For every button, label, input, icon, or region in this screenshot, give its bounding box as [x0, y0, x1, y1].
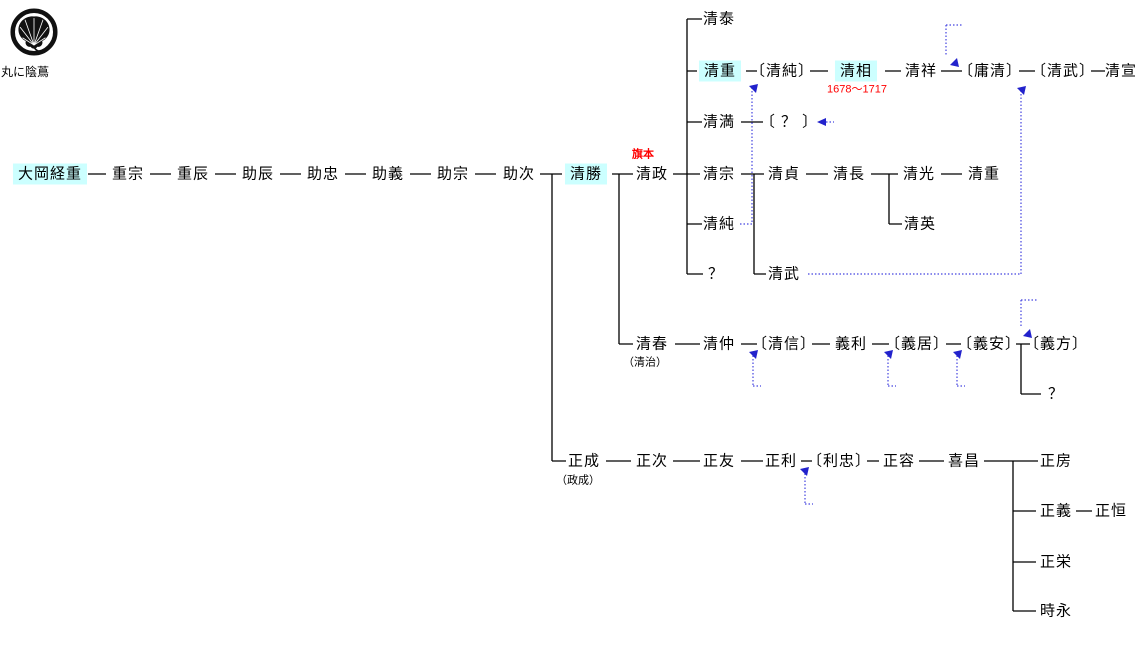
person-node-adopted: 〔清武〕 — [1030, 62, 1096, 80]
person-node: 清重 — [967, 165, 1001, 183]
person-node: 清貞 — [767, 165, 801, 183]
person-node: 正容 — [882, 452, 916, 470]
person-node: 清祥 — [904, 62, 938, 80]
adoption-lines — [740, 24, 1037, 505]
person-node: 正義 — [1039, 502, 1073, 520]
person-node: 清宣 — [1104, 62, 1135, 80]
person-node-adopted: 〔義方〕 — [1023, 335, 1089, 353]
person-node: 清泰 — [702, 10, 736, 28]
person-node: 重宗 — [111, 165, 145, 183]
person-alt-name: （政成） — [556, 474, 600, 487]
person-node: 助忠 — [306, 165, 340, 183]
person-node-adopted: 〔義安〕 — [956, 335, 1022, 353]
person-node: 正利 — [764, 452, 798, 470]
person-node: 清武 — [767, 265, 801, 283]
person-node: 助義 — [371, 165, 405, 183]
person-node: 喜昌 — [947, 452, 981, 470]
hatamoto-note: 旗本 — [632, 148, 654, 161]
person-node: 清政 — [635, 165, 669, 183]
kiyosuke-years-note: 1678～1717 — [827, 83, 887, 96]
person-node: 重辰 — [176, 165, 210, 183]
person-node: 義利 — [834, 335, 868, 353]
person-node: 清英 — [903, 215, 937, 233]
person-node: 助辰 — [241, 165, 275, 183]
person-node: 清光 — [902, 165, 936, 183]
adoption-arrowheads — [749, 58, 1032, 476]
person-node: 正成 — [567, 452, 601, 470]
person-node: 清満 — [702, 113, 736, 131]
person-node: 清長 — [832, 165, 866, 183]
person-node: 時永 — [1039, 602, 1073, 620]
person-node: 助宗 — [436, 165, 470, 183]
person-node: 正恒 — [1094, 502, 1128, 520]
clan-crest-icon — [10, 8, 58, 56]
person-node-highlighted: 清勝 — [564, 163, 608, 185]
person-node-highlighted: 清相 — [834, 60, 878, 82]
person-node-adopted: 〔義居〕 — [884, 335, 950, 353]
descent-lines — [88, 18, 1105, 612]
person-node: 正栄 — [1039, 553, 1073, 571]
person-node-unknown: 〔 ？ 〕 — [759, 113, 819, 131]
person-node: 清仲 — [702, 335, 736, 353]
person-node-adopted: 〔清信〕 — [751, 335, 817, 353]
person-node-adopted: 〔清純〕 — [749, 62, 815, 80]
person-node: 助次 — [502, 165, 536, 183]
person-node: 正友 — [702, 452, 736, 470]
person-node: 清純 — [702, 215, 736, 233]
person-node: 正次 — [635, 452, 669, 470]
person-node: 正房 — [1039, 452, 1073, 470]
person-node-adopted: 〔利忠〕 — [806, 452, 872, 470]
person-node-highlighted: 清重 — [698, 60, 742, 82]
crest-label: 丸に陰蔦 — [1, 65, 50, 79]
person-node-root: 大岡経重 — [12, 163, 88, 185]
person-node-unknown: ？ — [707, 265, 725, 283]
person-node: 清春 — [635, 335, 669, 353]
person-node-adopted: 〔庸清〕 — [957, 62, 1023, 80]
person-node: 清宗 — [702, 165, 736, 183]
person-alt-name: （清治） — [623, 356, 667, 369]
person-node-unknown: ？ — [1047, 385, 1065, 403]
